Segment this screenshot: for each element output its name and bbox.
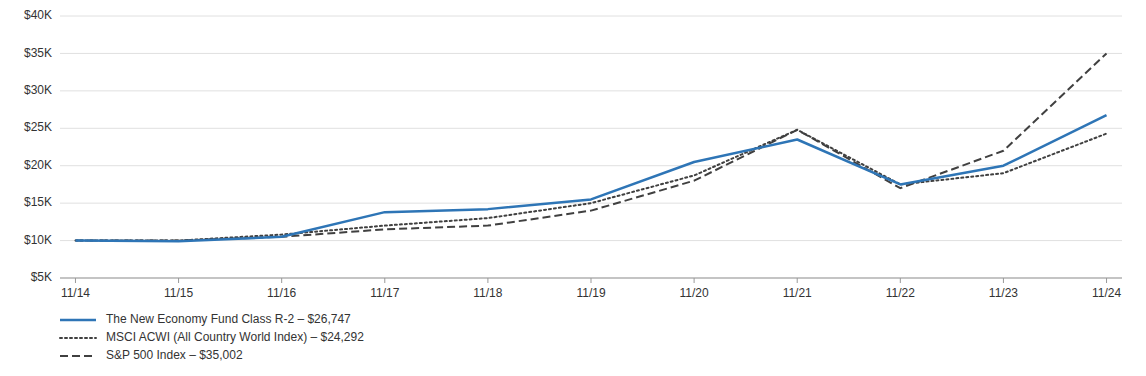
x-tick-label: 11/21 (783, 286, 812, 300)
y-tick-label: $35K (24, 46, 52, 60)
x-tick-label: 11/20 (680, 286, 709, 300)
legend-label: The New Economy Fund Class R-2 – $26,747 (106, 312, 351, 326)
x-tick (487, 278, 488, 283)
x-tick-label: 11/19 (576, 286, 605, 300)
grid-line (60, 53, 1122, 54)
x-tick-label: 11/14 (61, 286, 90, 300)
series-line (75, 53, 1106, 240)
legend-label: MSCI ACWI (All Country World Index) – $2… (106, 330, 364, 344)
grid-line (60, 16, 1122, 17)
x-tick-label: 11/23 (989, 286, 1018, 300)
x-tick-label: 11/15 (164, 286, 193, 300)
x-tick-label: 11/18 (473, 286, 502, 300)
x-tick (591, 278, 592, 283)
x-tick (75, 278, 76, 283)
y-tick-label: $40K (24, 8, 52, 22)
grid (60, 16, 1122, 278)
y-tick-label: $20K (24, 158, 52, 172)
x-tick (694, 278, 695, 283)
grid-line (60, 90, 1122, 91)
x-tick-label: 11/24 (1092, 286, 1121, 300)
grid-line (60, 128, 1122, 129)
lines (75, 53, 1106, 241)
x-tick (797, 278, 798, 283)
x-tick-label: 11/16 (267, 286, 296, 300)
series-line (75, 130, 1106, 241)
x-tick (1106, 278, 1107, 283)
y-tick-label: $15K (24, 195, 52, 209)
legend-swatch (60, 337, 96, 339)
y-tick-label: $25K (24, 120, 52, 134)
series-line (75, 115, 1106, 241)
y-tick-label: $30K (24, 83, 52, 97)
y-tick-label: $10K (24, 233, 52, 247)
legend-swatch (60, 355, 96, 357)
x-tick (281, 278, 282, 283)
x-tick-label: 11/22 (886, 286, 915, 300)
y-tick-label: $5K (31, 270, 52, 284)
legend-swatch (60, 319, 96, 322)
x-tick (384, 278, 385, 283)
legend: The New Economy Fund Class R-2 – $26,747… (60, 312, 364, 362)
x-tick (1003, 278, 1004, 283)
x-tick (178, 278, 179, 283)
x-tick (900, 278, 901, 283)
legend-label: S&P 500 Index – $35,002 (106, 348, 243, 362)
x-tick-label: 11/17 (370, 286, 399, 300)
chart: $5K $10K $15K $20K $25K $30K $35K $40K 11/14 11/1… (0, 0, 1146, 376)
